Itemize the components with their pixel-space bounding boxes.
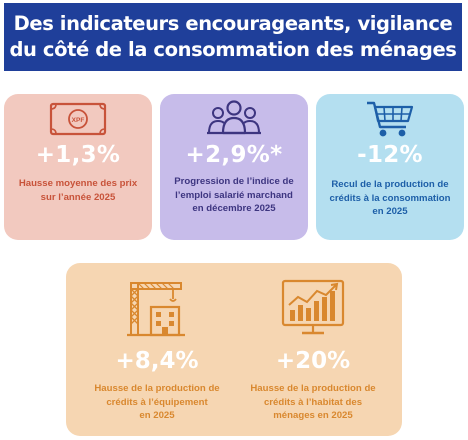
card-credit-production (66, 263, 402, 436)
consumer-credit-description: Recul de la production de crédits à la c… (329, 179, 451, 217)
housing-credit-description: Hausse de la production de crédits à l’h… (250, 383, 376, 421)
housing-credit-value: +20% (275, 348, 351, 374)
card-employment-index: +2,9%* Progression de l’indice de l’empl… (160, 94, 308, 240)
card-consumer-credit: -12% Recul de la production de crédits à… (316, 94, 464, 240)
equipment-credit-description: Hausse de la production de crédits à l’é… (94, 383, 220, 421)
equipment-credit-value: +8,4% (115, 348, 199, 374)
employment-index-value: +2,9%* (185, 142, 283, 168)
banknote-icon: XPF (49, 102, 107, 136)
crane-building-icon (127, 282, 185, 337)
price-index-description: Hausse moyenne des prix sur l’année 2025 (18, 178, 138, 203)
price-index-value: +1,3% (35, 142, 121, 168)
title-line-1: Des indicateurs encourageants, vigilance (13, 12, 453, 35)
title-line-2: du côté de la consommation des ménages (9, 38, 457, 61)
people-group-icon (207, 100, 261, 135)
employment-index-description: Progression de l’indice de l’emploi sala… (174, 176, 294, 214)
equipment-credit-block: +8,4% Hausse de la production de crédits… (82, 277, 232, 423)
housing-chart-icon (281, 279, 345, 335)
banknote-currency-label: XPF (72, 117, 85, 124)
title-banner: Des indicateurs encourageants, vigilance… (4, 3, 462, 71)
consumer-credit-value: -12% (357, 142, 423, 168)
housing-credit-block: +20% Hausse de la production de crédits … (238, 277, 388, 423)
card-price-index: XPF +1,3% Hausse moyenne des prix sur l’… (4, 94, 152, 240)
shopping-cart-icon (367, 101, 414, 137)
